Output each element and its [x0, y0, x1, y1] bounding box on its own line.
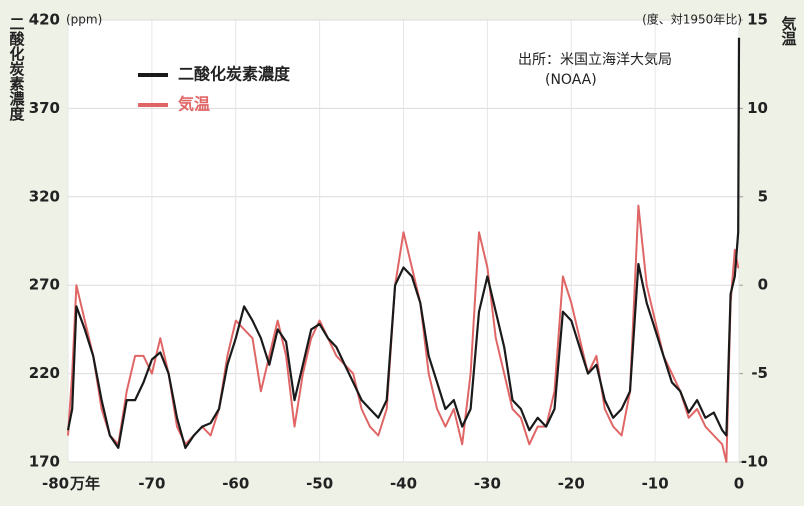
y-axis-label: 二酸化炭素濃度	[8, 16, 26, 122]
y-tick-label: 170	[29, 453, 60, 471]
y-tick-label: 420	[29, 11, 60, 29]
y2-axis-label: 気温	[780, 15, 798, 46]
x-tick-label: 0	[734, 475, 744, 493]
y-tick-label: 370	[29, 99, 60, 117]
y-tick-label: 270	[29, 276, 60, 294]
annotation: (NOAA)	[545, 72, 597, 88]
y2-tick-label: 0	[758, 276, 768, 294]
line	[67, 204, 740, 463]
y-tick-label: 220	[29, 364, 60, 382]
y-tick-label: 320	[29, 187, 60, 205]
x-tick-label: -40	[390, 475, 417, 493]
annotation: 出所：米国立海洋大気局	[518, 52, 672, 68]
y-unit: (ppm)	[66, 13, 102, 27]
x-tick-label: -70	[138, 475, 165, 493]
x-tick-label: -30	[474, 475, 501, 493]
legend-label: 二酸化炭素濃度	[178, 65, 291, 84]
y2-tick-label: 5	[758, 187, 768, 205]
x-tick-label: -80	[42, 475, 69, 493]
y2-tick-label: 10	[747, 99, 768, 117]
legend-label: 気温	[178, 95, 210, 114]
x-tick-label: -60	[222, 475, 249, 493]
y2-tick-label: -5	[751, 364, 768, 382]
x-tick-label: -10	[642, 475, 669, 493]
line	[66, 37, 741, 449]
x-tick-label: -50	[306, 475, 333, 493]
y2-tick-label: -10	[741, 453, 768, 471]
x-axis-label: 万年	[69, 475, 100, 493]
y2-unit: (度、対1950年比)	[642, 12, 742, 27]
y2-tick-label: 15	[747, 11, 768, 29]
x-tick-label: -20	[558, 475, 585, 493]
